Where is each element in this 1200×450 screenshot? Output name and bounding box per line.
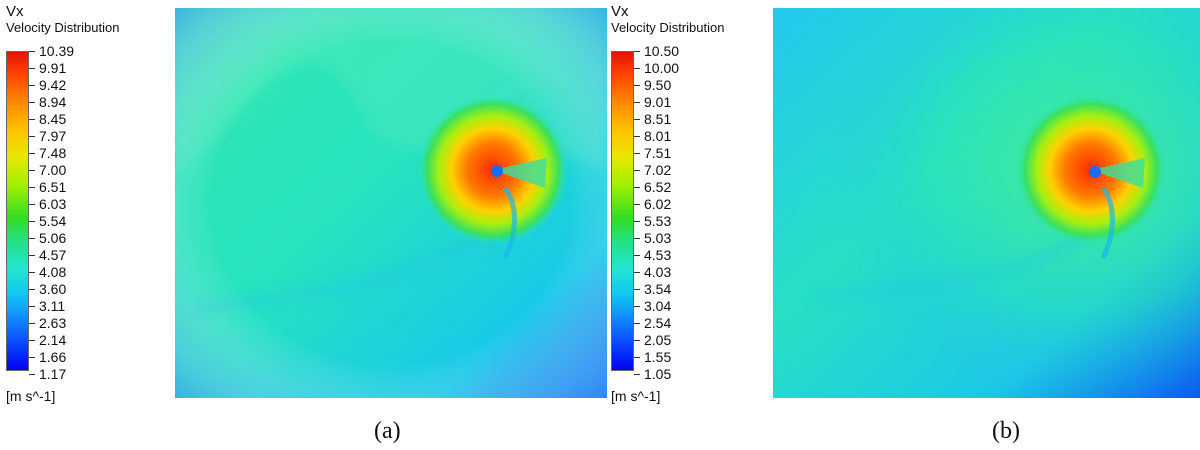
tick-mark [634, 119, 640, 120]
tick-label: 4.57 [39, 247, 67, 263]
tick-mark [29, 102, 35, 103]
tick-mark [29, 272, 35, 273]
tick-mark [634, 289, 640, 290]
tick-mark [29, 153, 35, 154]
tick-labels: 10.50 10.00 9.50 9.01 8.51 8.01 7.51 7.02 6.52 6.… [634, 44, 724, 381]
tick-mark [634, 187, 640, 188]
tick-label: 7.02 [644, 162, 672, 178]
tick-label: 2.14 [39, 332, 67, 348]
tick-mark [634, 340, 640, 341]
tick-label: 1.66 [39, 349, 67, 365]
tick-label: 7.48 [39, 145, 67, 161]
legend-subtitle: Velocity Distribution [6, 20, 120, 35]
tick-mark [634, 255, 640, 256]
tick-label: 5.54 [39, 213, 67, 229]
tick-label: 4.53 [644, 247, 672, 263]
tick-mark [29, 204, 35, 205]
tick-label: 2.05 [644, 332, 672, 348]
tick-label: 6.52 [644, 179, 672, 195]
velocity-contour-plot [773, 8, 1200, 398]
tick-mark [29, 289, 35, 290]
tick-label: 8.01 [644, 128, 672, 144]
tick-mark [634, 221, 640, 222]
legend-b: Vx Velocity Distribution 10.50 10.00 9.50 9… [611, 4, 771, 404]
tick-mark [29, 119, 35, 120]
tick-mark [634, 136, 640, 137]
tick-mark [29, 323, 35, 324]
tick-mark [634, 153, 640, 154]
caption-a: (a) [374, 418, 401, 444]
tick-mark [634, 102, 640, 103]
tick-mark [634, 170, 640, 171]
velocity-contour-plot [175, 8, 607, 398]
tick-label: 7.51 [644, 145, 672, 161]
tick-mark [29, 51, 35, 52]
tick-mark [29, 255, 35, 256]
tick-label: 3.11 [39, 298, 66, 314]
tick-label: 4.08 [39, 264, 67, 280]
tick-mark [634, 238, 640, 239]
tick-label: 6.03 [39, 196, 67, 212]
legend-title: Vx [611, 3, 629, 20]
tick-mark [29, 187, 35, 188]
tick-mark [29, 136, 35, 137]
tick-labels: 10.39 9.91 9.42 8.94 8.45 7.97 7.48 7.00 6.51 6.0… [29, 44, 119, 381]
tick-mark [634, 68, 640, 69]
tick-label: 5.03 [644, 230, 672, 246]
units-label: [m s^-1] [611, 388, 661, 404]
tick-label: 7.97 [39, 128, 67, 144]
tick-label: 9.91 [39, 60, 67, 76]
tick-mark [29, 357, 35, 358]
tick-mark [29, 340, 35, 341]
tick-mark [634, 204, 640, 205]
tick-label: 1.55 [644, 349, 672, 365]
tick-mark [634, 85, 640, 86]
tick-label: 9.50 [644, 77, 672, 93]
tick-mark [29, 238, 35, 239]
tick-mark [634, 51, 640, 52]
tick-mark [29, 68, 35, 69]
tick-label: 3.60 [39, 281, 67, 297]
legend-a: Vx Velocity Distribution 10.39 9.91 9.42 8.… [6, 4, 166, 404]
tick-label: 9.01 [644, 94, 672, 110]
tick-label: 1.17 [39, 366, 67, 382]
tick-label: 7.00 [39, 162, 67, 178]
tick-mark [29, 85, 35, 86]
tick-label: 6.02 [644, 196, 672, 212]
colorbar [6, 51, 29, 371]
legend-title: Vx [6, 3, 24, 20]
tick-label: 8.45 [39, 111, 67, 127]
tick-mark [29, 306, 35, 307]
tick-label: 1.05 [644, 366, 672, 382]
units-label: [m s^-1] [6, 388, 56, 404]
tick-label: 5.53 [644, 213, 672, 229]
panel-b: Vx Velocity Distribution 10.50 10.00 9.50 9… [603, 0, 1200, 450]
tick-label: 10.50 [644, 43, 680, 59]
tick-label: 10.00 [644, 60, 680, 76]
tick-label: 4.03 [644, 264, 672, 280]
tick-mark [634, 272, 640, 273]
tick-mark [634, 357, 640, 358]
legend-subtitle: Velocity Distribution [611, 20, 725, 35]
tick-label: 5.06 [39, 230, 67, 246]
tick-mark [634, 306, 640, 307]
tick-label: 8.51 [644, 111, 672, 127]
tick-label: 6.51 [39, 179, 67, 195]
tick-label: 10.39 [39, 43, 75, 59]
tick-label: 8.94 [39, 94, 67, 110]
tick-mark [29, 170, 35, 171]
tick-mark [634, 323, 640, 324]
tick-label: 2.63 [39, 315, 67, 331]
tick-label: 3.54 [644, 281, 672, 297]
tick-mark [29, 374, 35, 375]
tick-label: 3.04 [644, 298, 672, 314]
caption-b: (b) [992, 418, 1020, 444]
colorbar [611, 51, 634, 371]
tick-label: 9.42 [39, 77, 67, 93]
tick-label: 2.54 [644, 315, 672, 331]
tick-mark [634, 374, 640, 375]
panel-a: Vx Velocity Distribution 10.39 9.91 9.42 8.… [6, 4, 607, 444]
tick-mark [29, 221, 35, 222]
